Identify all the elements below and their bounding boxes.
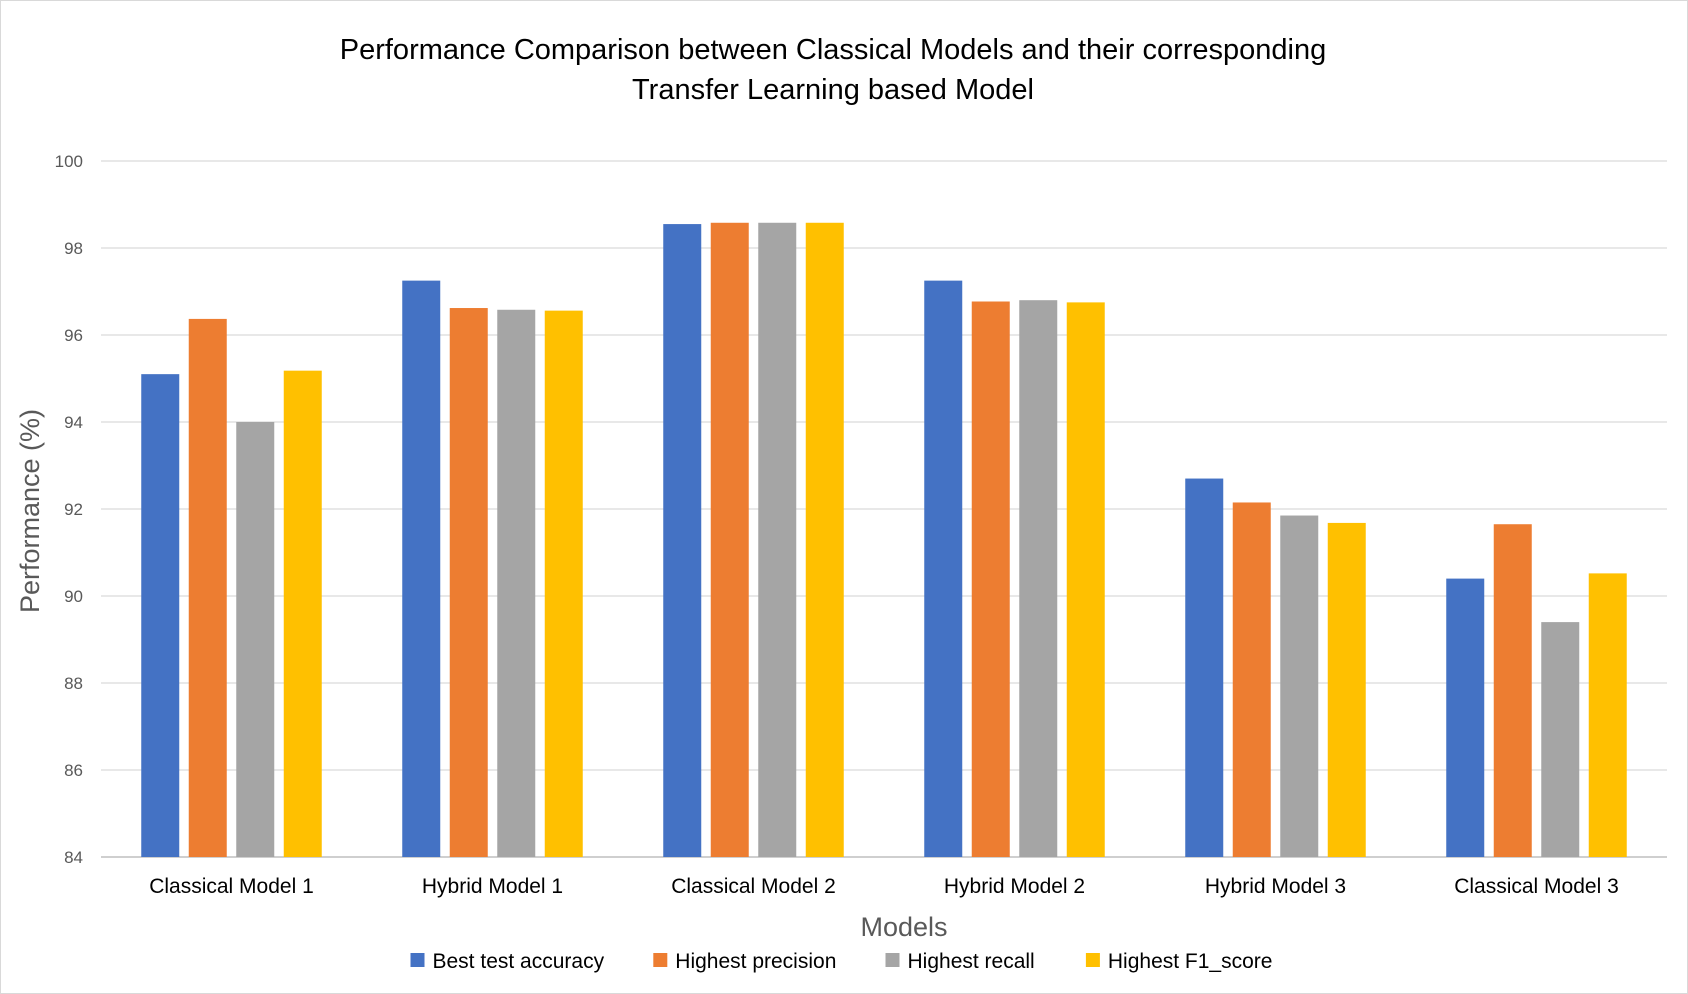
bar bbox=[710, 222, 749, 857]
y-tick-label: 94 bbox=[64, 413, 83, 432]
legend-label: Best test accuracy bbox=[433, 950, 605, 973]
chart-title-line-1: Performance Comparison between Classical… bbox=[340, 34, 1327, 66]
bar bbox=[283, 370, 322, 857]
bar bbox=[1232, 502, 1271, 857]
legend-swatch bbox=[1085, 953, 1100, 967]
bars bbox=[141, 222, 1627, 857]
bar bbox=[663, 224, 702, 857]
x-category-label: Hybrid Model 3 bbox=[1205, 875, 1346, 898]
y-tick-label: 84 bbox=[64, 848, 83, 867]
x-category-label: Classical Model 3 bbox=[1454, 875, 1619, 898]
bar bbox=[1327, 522, 1366, 857]
y-axis-tick-labels: 84 86 88 90 92 94 96 98 100 bbox=[55, 152, 83, 867]
chart-title: Performance Comparison between Classical… bbox=[340, 34, 1327, 106]
bar bbox=[1541, 622, 1580, 857]
bar bbox=[236, 422, 275, 857]
bar bbox=[1588, 573, 1627, 857]
legend-label: Highest precision bbox=[675, 950, 836, 973]
y-tick-label: 96 bbox=[64, 326, 83, 345]
legend: Best test accuracy Highest precision Highe… bbox=[410, 950, 1273, 973]
bar bbox=[758, 222, 797, 857]
bar bbox=[1446, 578, 1485, 857]
y-tick-label: 86 bbox=[64, 761, 83, 780]
legend-swatch bbox=[885, 953, 900, 967]
legend-label: Highest F1_score bbox=[1108, 950, 1273, 973]
bar bbox=[1066, 302, 1105, 857]
bar bbox=[1185, 478, 1224, 857]
bar bbox=[1493, 524, 1532, 857]
bar bbox=[141, 374, 180, 857]
legend-swatch bbox=[410, 953, 425, 967]
bar bbox=[188, 318, 227, 857]
y-tick-label: 92 bbox=[64, 500, 83, 519]
x-category-label: Classical Model 1 bbox=[149, 875, 314, 898]
legend-swatch bbox=[653, 953, 668, 967]
bar bbox=[924, 280, 963, 857]
x-axis-title: Models bbox=[860, 912, 947, 942]
legend-label: Highest recall bbox=[908, 950, 1035, 973]
y-axis-title: Performance (%) bbox=[15, 409, 45, 613]
gridlines bbox=[101, 160, 1667, 858]
bar bbox=[1019, 300, 1058, 857]
bar bbox=[1280, 515, 1319, 857]
bar bbox=[805, 222, 844, 857]
x-category-label: Hybrid Model 2 bbox=[944, 875, 1085, 898]
x-category-label: Hybrid Model 1 bbox=[422, 875, 563, 898]
x-category-label: Classical Model 2 bbox=[671, 875, 836, 898]
bar bbox=[449, 308, 488, 857]
y-tick-label: 100 bbox=[55, 152, 83, 171]
bar bbox=[544, 310, 583, 857]
bar bbox=[497, 309, 536, 857]
y-tick-label: 98 bbox=[64, 239, 83, 258]
y-tick-label: 88 bbox=[64, 674, 83, 693]
chart-title-line-2: Transfer Learning based Model bbox=[632, 74, 1034, 106]
y-tick-label: 90 bbox=[64, 587, 83, 606]
x-axis-category-labels: Classical Model 1 Hybrid Model 1 Classical… bbox=[149, 875, 1619, 898]
bar bbox=[971, 301, 1010, 857]
bar bbox=[402, 280, 441, 857]
